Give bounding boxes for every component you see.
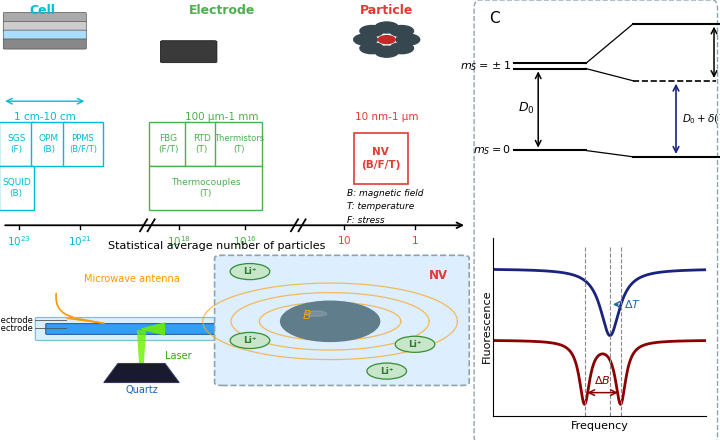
Text: B: B xyxy=(302,309,311,322)
Text: NV
(B/F/T): NV (B/F/T) xyxy=(361,147,400,169)
Text: Thermistors
(T): Thermistors (T) xyxy=(214,134,264,154)
FancyBboxPatch shape xyxy=(0,122,34,166)
Circle shape xyxy=(375,22,398,33)
Text: Electrode: Electrode xyxy=(189,4,255,18)
FancyBboxPatch shape xyxy=(63,122,103,166)
Text: FBG
(F/T): FBG (F/T) xyxy=(158,134,179,154)
Text: Li⁺: Li⁺ xyxy=(408,340,422,349)
Text: SGS
(F): SGS (F) xyxy=(7,134,25,154)
FancyBboxPatch shape xyxy=(148,122,189,166)
Polygon shape xyxy=(222,321,255,337)
Circle shape xyxy=(396,34,420,45)
Circle shape xyxy=(390,43,413,54)
Text: PPMS
(B/F/T): PPMS (B/F/T) xyxy=(69,134,96,154)
Text: Quartz: Quartz xyxy=(125,385,158,396)
X-axis label: Frequency: Frequency xyxy=(570,422,629,431)
Text: NV: NV xyxy=(429,269,448,282)
Circle shape xyxy=(230,333,270,348)
Text: $10^{16}$: $10^{16}$ xyxy=(233,234,257,248)
Text: Laser: Laser xyxy=(165,351,192,360)
Text: $10^{18}$: $10^{18}$ xyxy=(167,234,192,248)
Text: 10 nm-1 μm: 10 nm-1 μm xyxy=(355,112,418,122)
Text: $m_S=0$: $m_S=0$ xyxy=(473,143,511,158)
Text: Li⁺: Li⁺ xyxy=(243,267,257,276)
Circle shape xyxy=(375,46,398,57)
FancyBboxPatch shape xyxy=(0,166,34,210)
Circle shape xyxy=(281,301,379,341)
Text: nter electrode: nter electrode xyxy=(0,316,33,325)
Text: 1 cm-10 cm: 1 cm-10 cm xyxy=(14,112,76,122)
Circle shape xyxy=(230,264,270,279)
Text: $10$: $10$ xyxy=(337,234,351,246)
Text: Li⁺: Li⁺ xyxy=(243,336,257,345)
FancyBboxPatch shape xyxy=(46,324,233,334)
Circle shape xyxy=(395,336,435,352)
Text: OPM
(B): OPM (B) xyxy=(38,134,58,154)
Circle shape xyxy=(360,26,384,37)
Circle shape xyxy=(354,34,377,45)
FancyBboxPatch shape xyxy=(354,133,408,184)
Text: SQUID
(B): SQUID (B) xyxy=(2,178,31,198)
FancyBboxPatch shape xyxy=(161,40,217,62)
Text: 100 μm-1 mm: 100 μm-1 mm xyxy=(185,112,258,122)
Text: Thermocouples
(T): Thermocouples (T) xyxy=(171,178,240,198)
FancyBboxPatch shape xyxy=(4,21,86,31)
FancyBboxPatch shape xyxy=(35,318,229,341)
Text: $\Delta B$: $\Delta B$ xyxy=(594,374,611,386)
FancyBboxPatch shape xyxy=(4,12,86,22)
FancyBboxPatch shape xyxy=(474,0,718,440)
FancyBboxPatch shape xyxy=(215,122,262,166)
FancyBboxPatch shape xyxy=(185,122,218,166)
FancyBboxPatch shape xyxy=(4,30,86,40)
Text: $D_0$: $D_0$ xyxy=(518,101,535,116)
Text: Li⁺: Li⁺ xyxy=(380,367,393,376)
Polygon shape xyxy=(104,363,179,382)
Ellipse shape xyxy=(305,311,327,316)
Text: C: C xyxy=(489,11,499,26)
Text: $m_S=\pm 1$: $m_S=\pm 1$ xyxy=(459,59,511,73)
FancyBboxPatch shape xyxy=(31,122,66,166)
Text: $D_0+\delta(T)$: $D_0+\delta(T)$ xyxy=(682,112,720,125)
Text: B: magnetic field
T: temperature
F: stress: B: magnetic field T: temperature F: stre… xyxy=(346,189,423,224)
Text: rk electrode: rk electrode xyxy=(0,323,33,333)
Text: RTD
(T): RTD (T) xyxy=(193,134,211,154)
Polygon shape xyxy=(142,322,165,336)
Circle shape xyxy=(390,26,413,37)
Text: Cell: Cell xyxy=(30,4,55,18)
Circle shape xyxy=(378,36,395,44)
Circle shape xyxy=(367,363,407,379)
Text: $\Delta T$: $\Delta T$ xyxy=(624,298,641,311)
Text: Particle: Particle xyxy=(360,4,413,18)
FancyBboxPatch shape xyxy=(148,166,262,210)
Y-axis label: Fluorescence: Fluorescence xyxy=(482,290,492,363)
Circle shape xyxy=(360,43,384,54)
Text: $10^{21}$: $10^{21}$ xyxy=(68,234,92,248)
FancyBboxPatch shape xyxy=(4,39,86,49)
Text: $1$: $1$ xyxy=(411,234,419,246)
Text: Statistical average number of particles: Statistical average number of particles xyxy=(108,241,325,251)
Text: Microwave antenna: Microwave antenna xyxy=(84,274,180,284)
Text: $10^{23}$: $10^{23}$ xyxy=(7,234,31,248)
Polygon shape xyxy=(137,330,146,363)
FancyBboxPatch shape xyxy=(215,255,469,385)
